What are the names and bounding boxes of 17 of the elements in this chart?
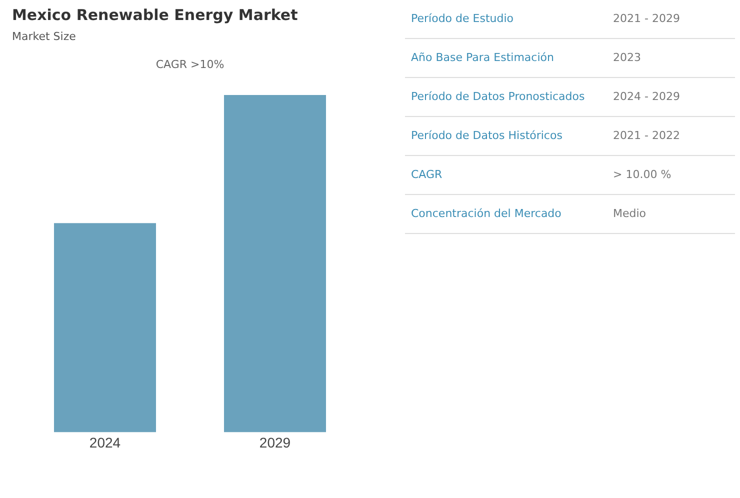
text: Período de Datos Pronosticados: [405, 78, 607, 116]
text: 2021 - 2022: [607, 116, 735, 156]
text: 2023: [607, 38, 735, 78]
text: 2024 - 2029: [607, 78, 735, 116]
text: > 10.00 %: [607, 156, 735, 194]
text: Período de Estudio: [405, 0, 607, 38]
text: CAGR: [405, 156, 607, 194]
text: Medio: [607, 194, 735, 234]
text: 2021 - 2029: [607, 0, 735, 38]
x-tick-label: 2029: [259, 434, 291, 450]
text: Año Base Para Estimación: [405, 38, 607, 78]
text: CAGR >10%: [154, 58, 226, 71]
chart-title: Mexico Renewable Energy Market: [12, 6, 298, 24]
text: Período de Datos Históricos: [405, 116, 607, 156]
x-tick-label: 2024: [89, 434, 121, 450]
text: Concentración del Mercado: [405, 194, 607, 234]
chart-subtitle: Market Size: [12, 30, 76, 43]
